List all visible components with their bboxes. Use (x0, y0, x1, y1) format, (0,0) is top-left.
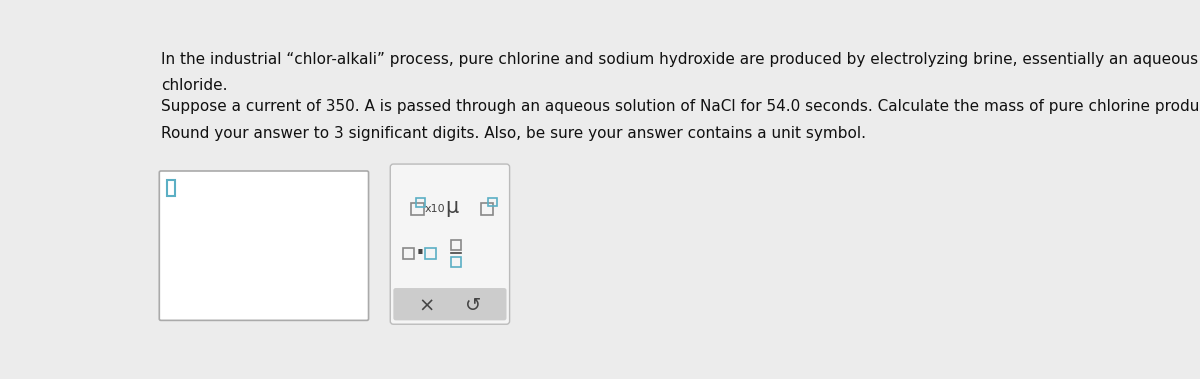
FancyBboxPatch shape (160, 171, 368, 320)
Text: μ: μ (445, 197, 458, 217)
Text: In the industrial “chlor-alkali” process, pure chlorine and sodium hydroxide are: In the industrial “chlor-alkali” process… (161, 52, 1200, 67)
Text: ×: × (419, 296, 434, 315)
Text: ·: · (415, 241, 424, 265)
Text: ↺: ↺ (464, 296, 481, 315)
FancyBboxPatch shape (394, 288, 506, 320)
Text: Suppose a current of 350. A is passed through an aqueous solution of NaCl for 54: Suppose a current of 350. A is passed th… (161, 99, 1200, 114)
Text: chloride.: chloride. (161, 78, 227, 93)
Text: x10: x10 (425, 204, 445, 214)
Text: Round your answer to 3 significant digits. Also, be sure your answer contains a : Round your answer to 3 significant digit… (161, 126, 866, 141)
FancyBboxPatch shape (390, 164, 510, 324)
